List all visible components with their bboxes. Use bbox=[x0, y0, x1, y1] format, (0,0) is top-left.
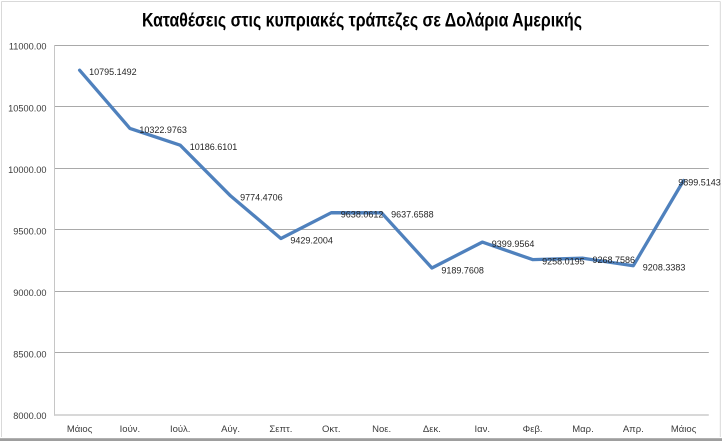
svg-text:Μαρ.: Μαρ. bbox=[572, 424, 593, 435]
svg-text:9638.0612: 9638.0612 bbox=[341, 210, 384, 220]
svg-text:Σεπτ.: Σεπτ. bbox=[269, 424, 292, 435]
svg-text:10500.00: 10500.00 bbox=[8, 103, 46, 113]
svg-text:Φεβ.: Φεβ. bbox=[523, 424, 543, 435]
svg-text:10186.6101: 10186.6101 bbox=[190, 142, 238, 152]
svg-text:9500.00: 9500.00 bbox=[13, 227, 46, 237]
svg-text:9268.7586: 9268.7586 bbox=[593, 255, 636, 265]
svg-text:Απρ.: Απρ. bbox=[623, 424, 644, 435]
svg-text:Νοε.: Νοε. bbox=[372, 424, 391, 435]
svg-text:Ιούν.: Ιούν. bbox=[120, 424, 141, 435]
svg-text:10795.1492: 10795.1492 bbox=[89, 67, 137, 77]
svg-text:10322.9763: 10322.9763 bbox=[139, 125, 187, 135]
svg-text:9774.4706: 9774.4706 bbox=[240, 193, 283, 203]
svg-text:Δεκ.: Δεκ. bbox=[423, 424, 441, 435]
svg-text:Μάιος: Μάιος bbox=[671, 424, 697, 435]
svg-text:9189.7608: 9189.7608 bbox=[441, 265, 484, 275]
svg-text:Ιούλ.: Ιούλ. bbox=[170, 424, 191, 435]
svg-text:11000.00: 11000.00 bbox=[9, 42, 47, 52]
svg-text:9899.5143: 9899.5143 bbox=[678, 177, 721, 187]
svg-text:8500.00: 8500.00 bbox=[13, 350, 46, 360]
svg-text:Ιαν.: Ιαν. bbox=[475, 424, 491, 435]
svg-text:Αύγ.: Αύγ. bbox=[221, 424, 240, 435]
svg-text:9208.3383: 9208.3383 bbox=[643, 263, 686, 273]
svg-text:9399.9564: 9399.9564 bbox=[492, 239, 535, 249]
svg-text:Οκτ.: Οκτ. bbox=[322, 424, 341, 435]
svg-text:Καταθέσεις στις κυπριακές τράπ: Καταθέσεις στις κυπριακές τράπεζες σε Δο… bbox=[142, 10, 582, 31]
svg-text:8000.00: 8000.00 bbox=[13, 411, 46, 421]
svg-text:Μάιος: Μάιος bbox=[67, 424, 93, 435]
svg-text:9258.0195: 9258.0195 bbox=[542, 256, 585, 266]
svg-text:9637.6588: 9637.6588 bbox=[391, 210, 434, 220]
svg-text:10000.00: 10000.00 bbox=[8, 165, 46, 175]
svg-text:9000.00: 9000.00 bbox=[13, 288, 46, 298]
svg-text:9429.2004: 9429.2004 bbox=[290, 235, 333, 245]
